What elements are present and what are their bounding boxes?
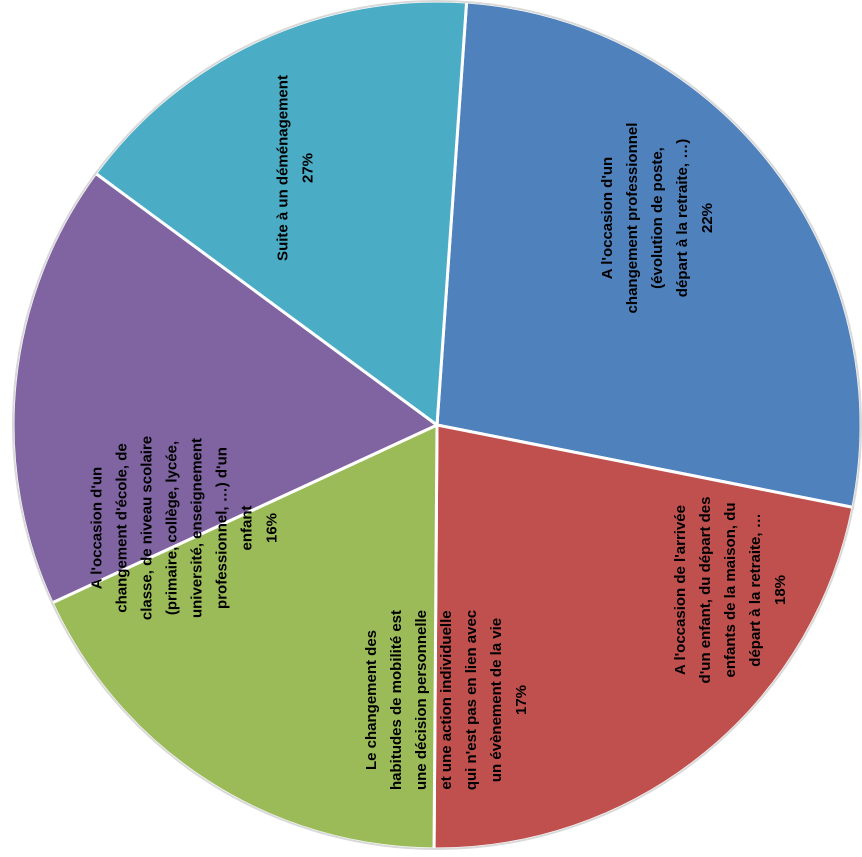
slice-label-3: A l'occasion de l'arrivée d'un enfant, du… (672, 497, 789, 684)
slice-text-line: A l'occasion de l'arrivée (672, 505, 689, 675)
slice-percent-label: 18% (772, 575, 789, 605)
slice-text-line: et une action individuelle (438, 610, 455, 789)
slice-percent-label: 27% (300, 153, 317, 183)
slice-text-line: Suite à un déménagement (275, 75, 292, 261)
slice-text-line: enfants de la maison, du (722, 502, 739, 677)
slice-text-line: (évolution de poste, (649, 147, 666, 289)
slice-text-line: (primaire, collège, lycée, (164, 441, 181, 615)
slice-text-line: changement professionnel (624, 123, 641, 314)
slice-text-line: un évènement de la vie (488, 618, 505, 782)
slice-label-5: A l'occasion d'un changement d'école, de c… (89, 436, 281, 620)
slice-text-line: enfant (239, 505, 256, 550)
slice-text-line: Le changement des (363, 630, 380, 770)
slice-text-line: changement d'école, de (114, 443, 131, 612)
slice-percent-label: 16% (264, 513, 281, 543)
slice-text-line: A l'occasion d'un (89, 467, 106, 589)
slice-text-line: professionnel, …) d'un (214, 447, 231, 609)
slice-text-line: habitudes de mobilité est (388, 610, 405, 790)
slice-text-line: université, enseignement (189, 438, 206, 618)
slice-label-2: A l'occasion d'un changement professionne… (599, 123, 716, 314)
slice-text-line: A l'occasion d'un (599, 157, 616, 279)
slice-percent-label: 17% (513, 685, 530, 715)
slice-text-line: qui n'est pas en lien avec (463, 610, 480, 790)
slice-text-line: classe, de niveau scolaire (139, 436, 156, 620)
slice-label-1: Suite à un déménagement 27% (275, 75, 317, 261)
slice-text-line: départ à la retraite, … (747, 513, 764, 666)
slice-text-line: d'un enfant, du départ des (697, 497, 714, 684)
slice-percent-label: 22% (699, 203, 716, 233)
pie-outline (12, 0, 862, 850)
slice-label-4: Le changement des habitudes de mobilité e… (363, 610, 530, 790)
slice-text-line: une décision personnelle (413, 610, 430, 790)
slice-text-line: départ à la retraite, …) (674, 139, 691, 297)
